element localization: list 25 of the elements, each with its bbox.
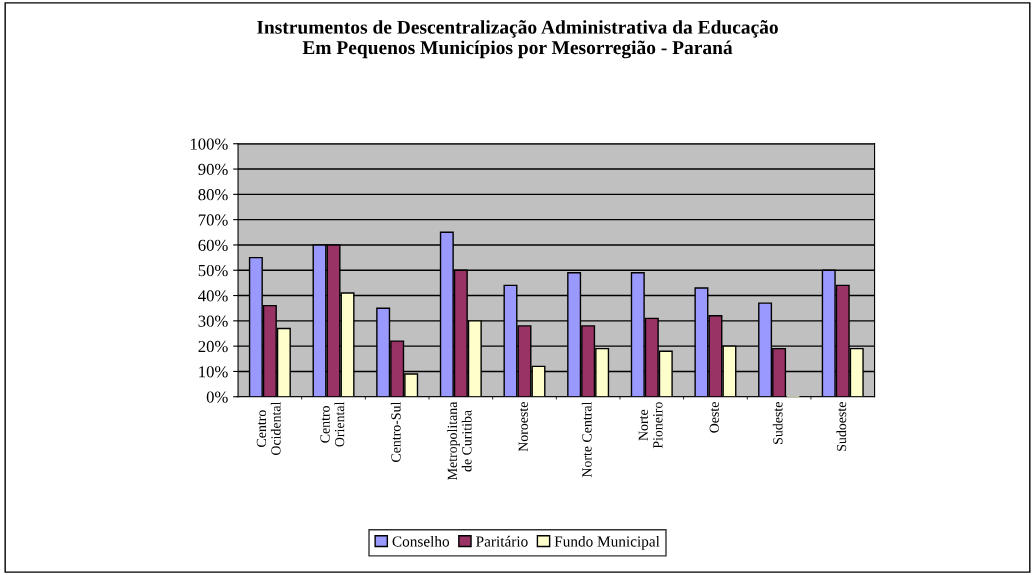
- x-tick-label: Norte Central: [581, 401, 592, 478]
- y-tick-label: 80%: [198, 189, 228, 201]
- x-tick-label: Centro Ocidental: [256, 401, 281, 456]
- y-tick-label: 0%: [206, 391, 228, 403]
- y-tick-label: 40%: [198, 290, 228, 302]
- y-tick-label: 100%: [190, 138, 228, 150]
- y-tick-label: 90%: [198, 163, 228, 176]
- chart-title: Instrumentos de Descentralização Administrativa da Educação Em Pequenos Municípios por Mesorregião - Paraná: [257, 20, 778, 59]
- x-tick-label: Norte Pioneiro: [638, 402, 663, 449]
- legend-label: Paritário: [476, 535, 528, 547]
- x-tick-label: Sudoeste: [836, 402, 847, 451]
- x-tick-label: Centro Oriental: [320, 401, 345, 447]
- x-tick-label: Sudeste: [772, 402, 783, 444]
- x-tick-label: Centro-Sul: [390, 401, 401, 462]
- y-tick-label: 20%: [198, 340, 228, 353]
- y-tick-label: 70%: [198, 214, 228, 226]
- x-tick-label: Metropolitana de Curitiba: [447, 401, 472, 480]
- legend-label: Fundo Municipal: [554, 535, 660, 550]
- y-tick-label: 50%: [198, 264, 228, 277]
- x-tick-label: Oeste: [709, 402, 719, 433]
- y-tick-label: 10%: [199, 366, 228, 378]
- y-tick-label: 30%: [198, 315, 228, 327]
- legend-label: Conselho: [392, 535, 450, 547]
- x-tick-label: Noroeste: [518, 402, 528, 452]
- y-tick-label: 60%: [198, 239, 228, 251]
